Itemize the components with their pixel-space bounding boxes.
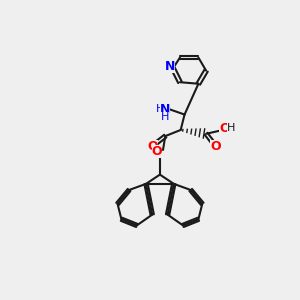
Text: H: H (161, 112, 170, 122)
Text: H: H (227, 123, 236, 134)
Text: O: O (210, 140, 221, 153)
Text: N: N (160, 103, 170, 116)
Text: O: O (219, 122, 230, 135)
Text: H: H (156, 104, 164, 114)
Text: O: O (147, 140, 158, 153)
Text: O: O (152, 145, 162, 158)
Text: N: N (165, 60, 175, 73)
